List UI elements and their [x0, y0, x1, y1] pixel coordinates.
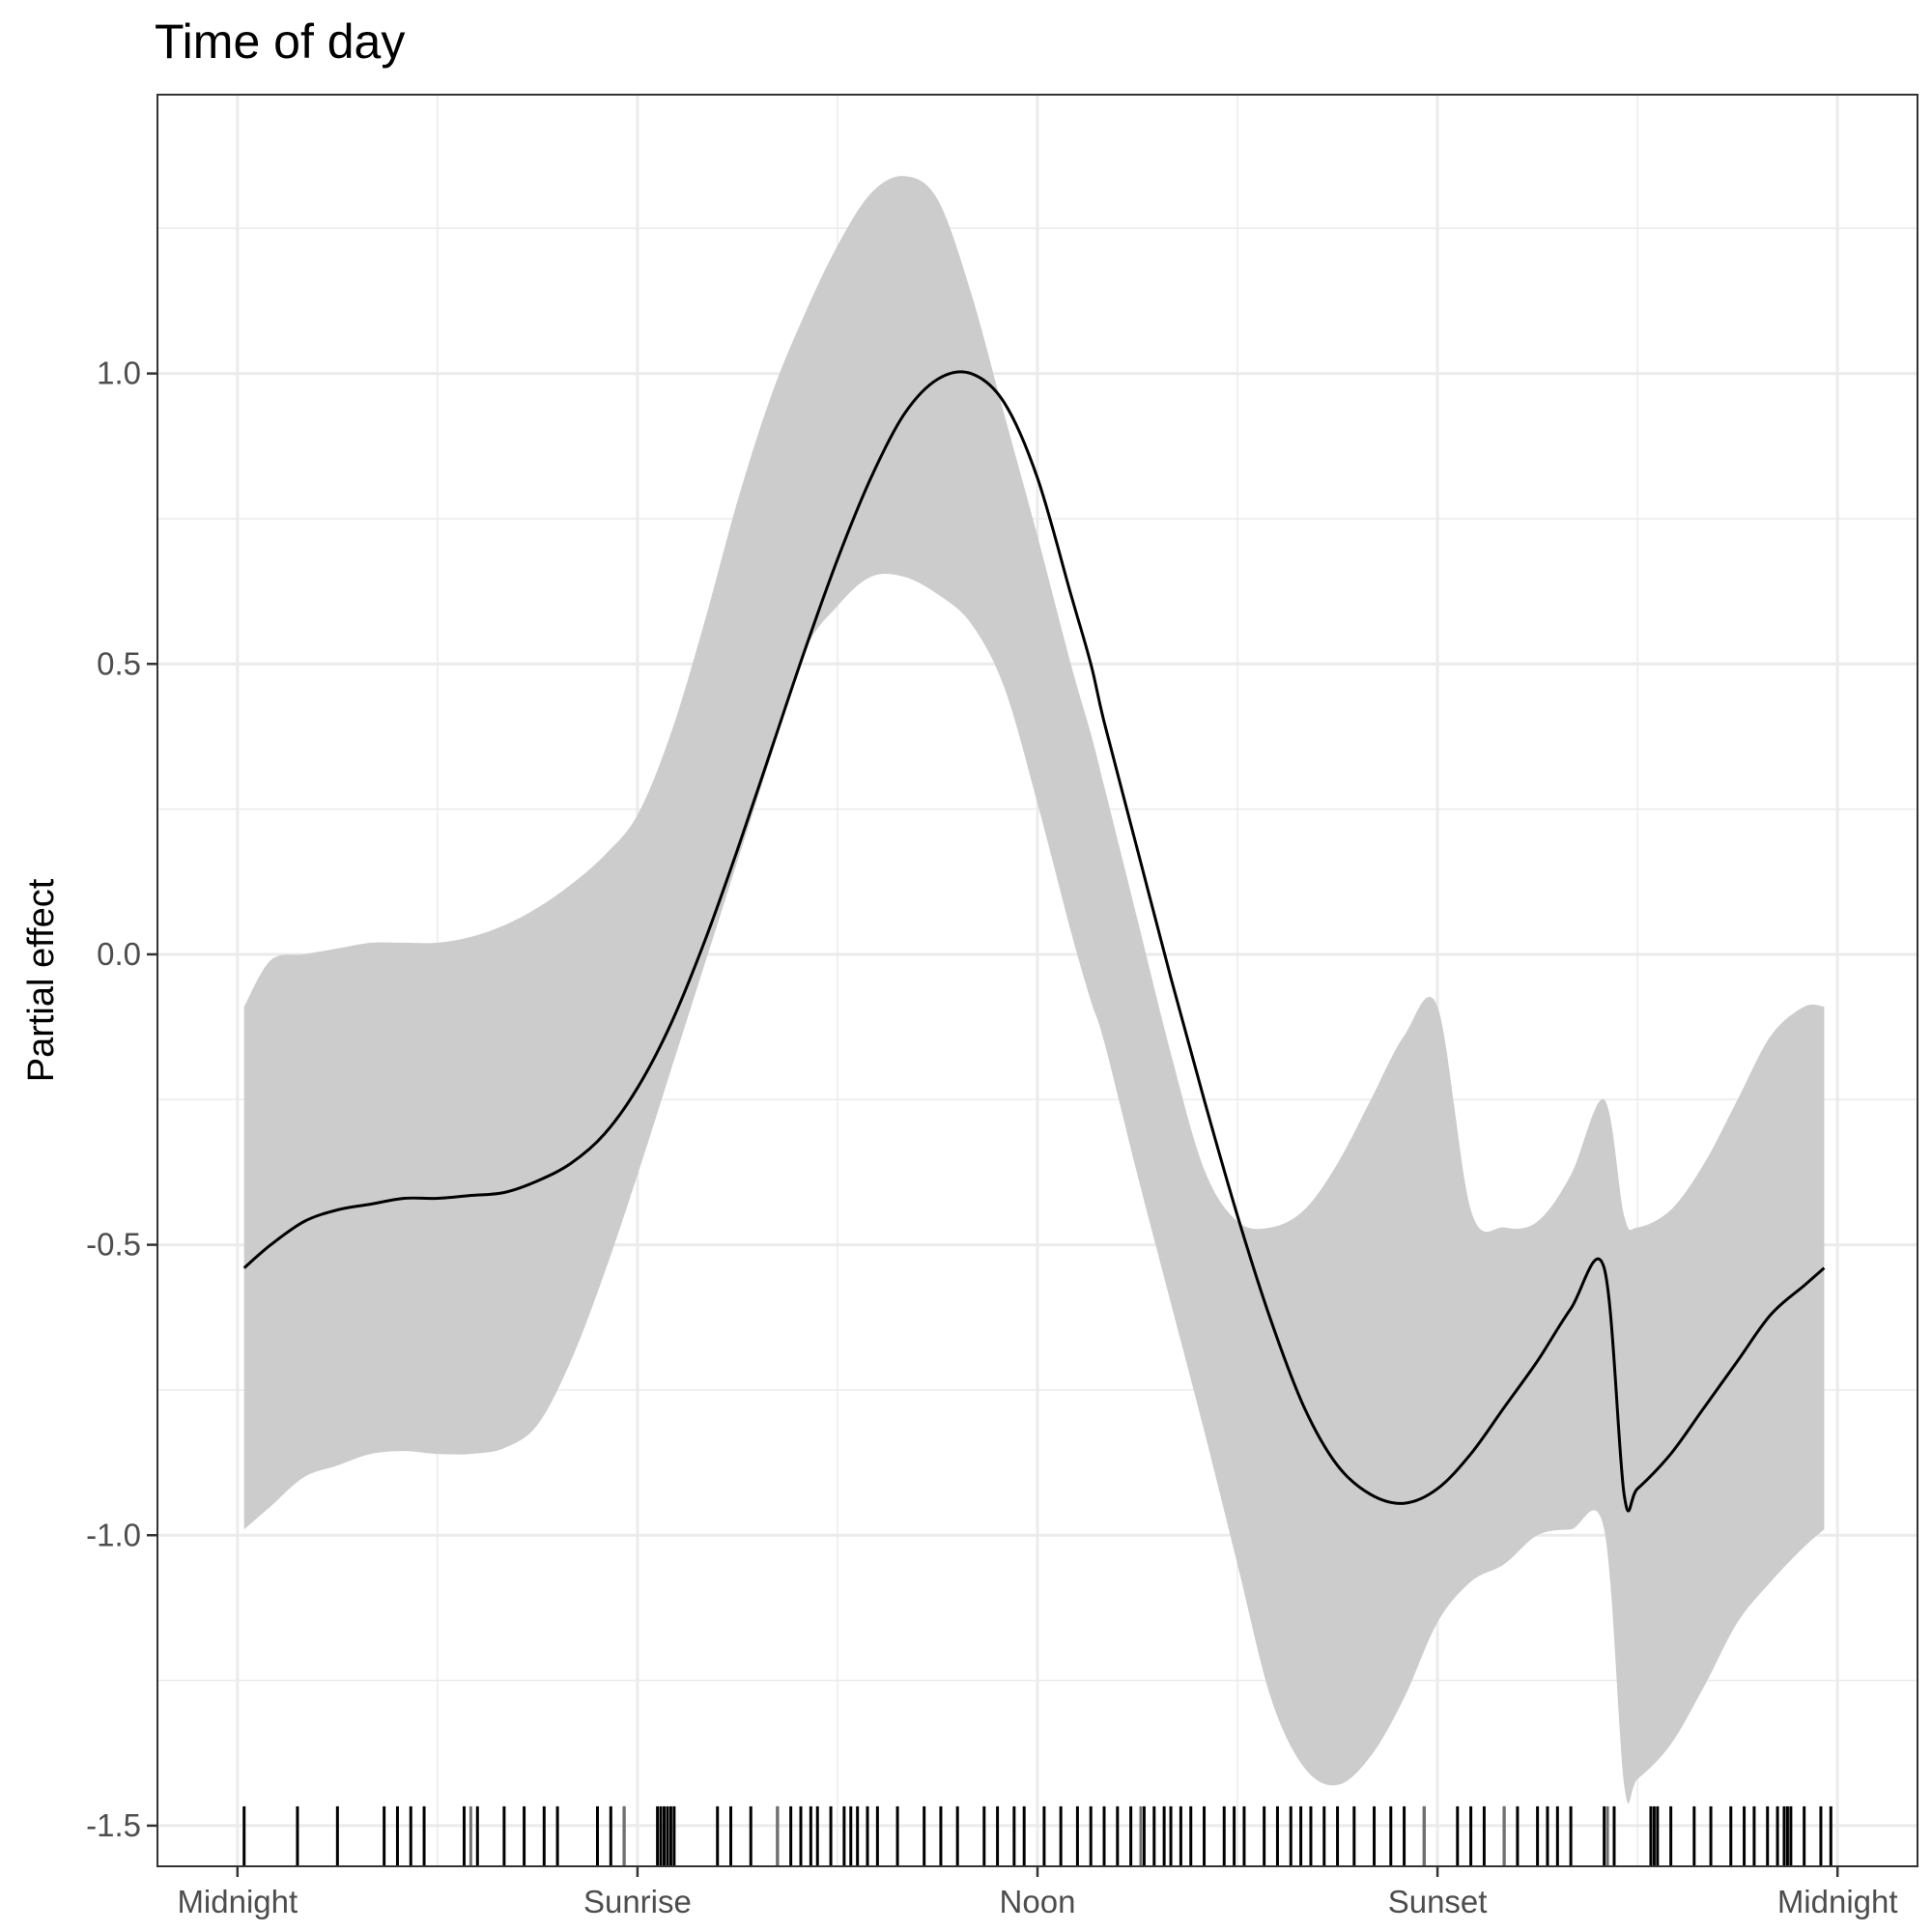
- y-tick-label: 0.5: [97, 645, 141, 681]
- fit-line-layer: [242, 370, 1826, 1513]
- x-tick-label: Midnight: [1777, 1884, 1898, 1919]
- fit-line: [242, 370, 1826, 1513]
- x-tick-label: Noon: [1000, 1884, 1076, 1919]
- rug-marks: [242, 1805, 1833, 1866]
- chart-title: Time of day: [155, 14, 405, 69]
- y-axis-title: Partial effect: [21, 878, 62, 1082]
- y-tick-label: 1.0: [97, 355, 141, 391]
- x-tick-label: Sunrise: [583, 1884, 692, 1919]
- y-axis: 1.0 0.5 0.0 -0.5 -1.0 -1.5: [86, 355, 157, 1843]
- confidence-ribbon-layer: [243, 176, 1825, 1804]
- x-tick-label: Midnight: [177, 1884, 298, 1919]
- y-tick-label: 0.0: [97, 936, 141, 972]
- y-tick-label: -0.5: [86, 1227, 141, 1263]
- confidence-ribbon: [243, 176, 1825, 1804]
- y-tick-label: -1.5: [86, 1807, 141, 1843]
- x-axis: Midnight Sunrise Noon Sunset Midnight: [177, 1866, 1898, 1919]
- x-tick-label: Sunset: [1388, 1884, 1488, 1919]
- y-tick-label: -1.0: [86, 1517, 141, 1552]
